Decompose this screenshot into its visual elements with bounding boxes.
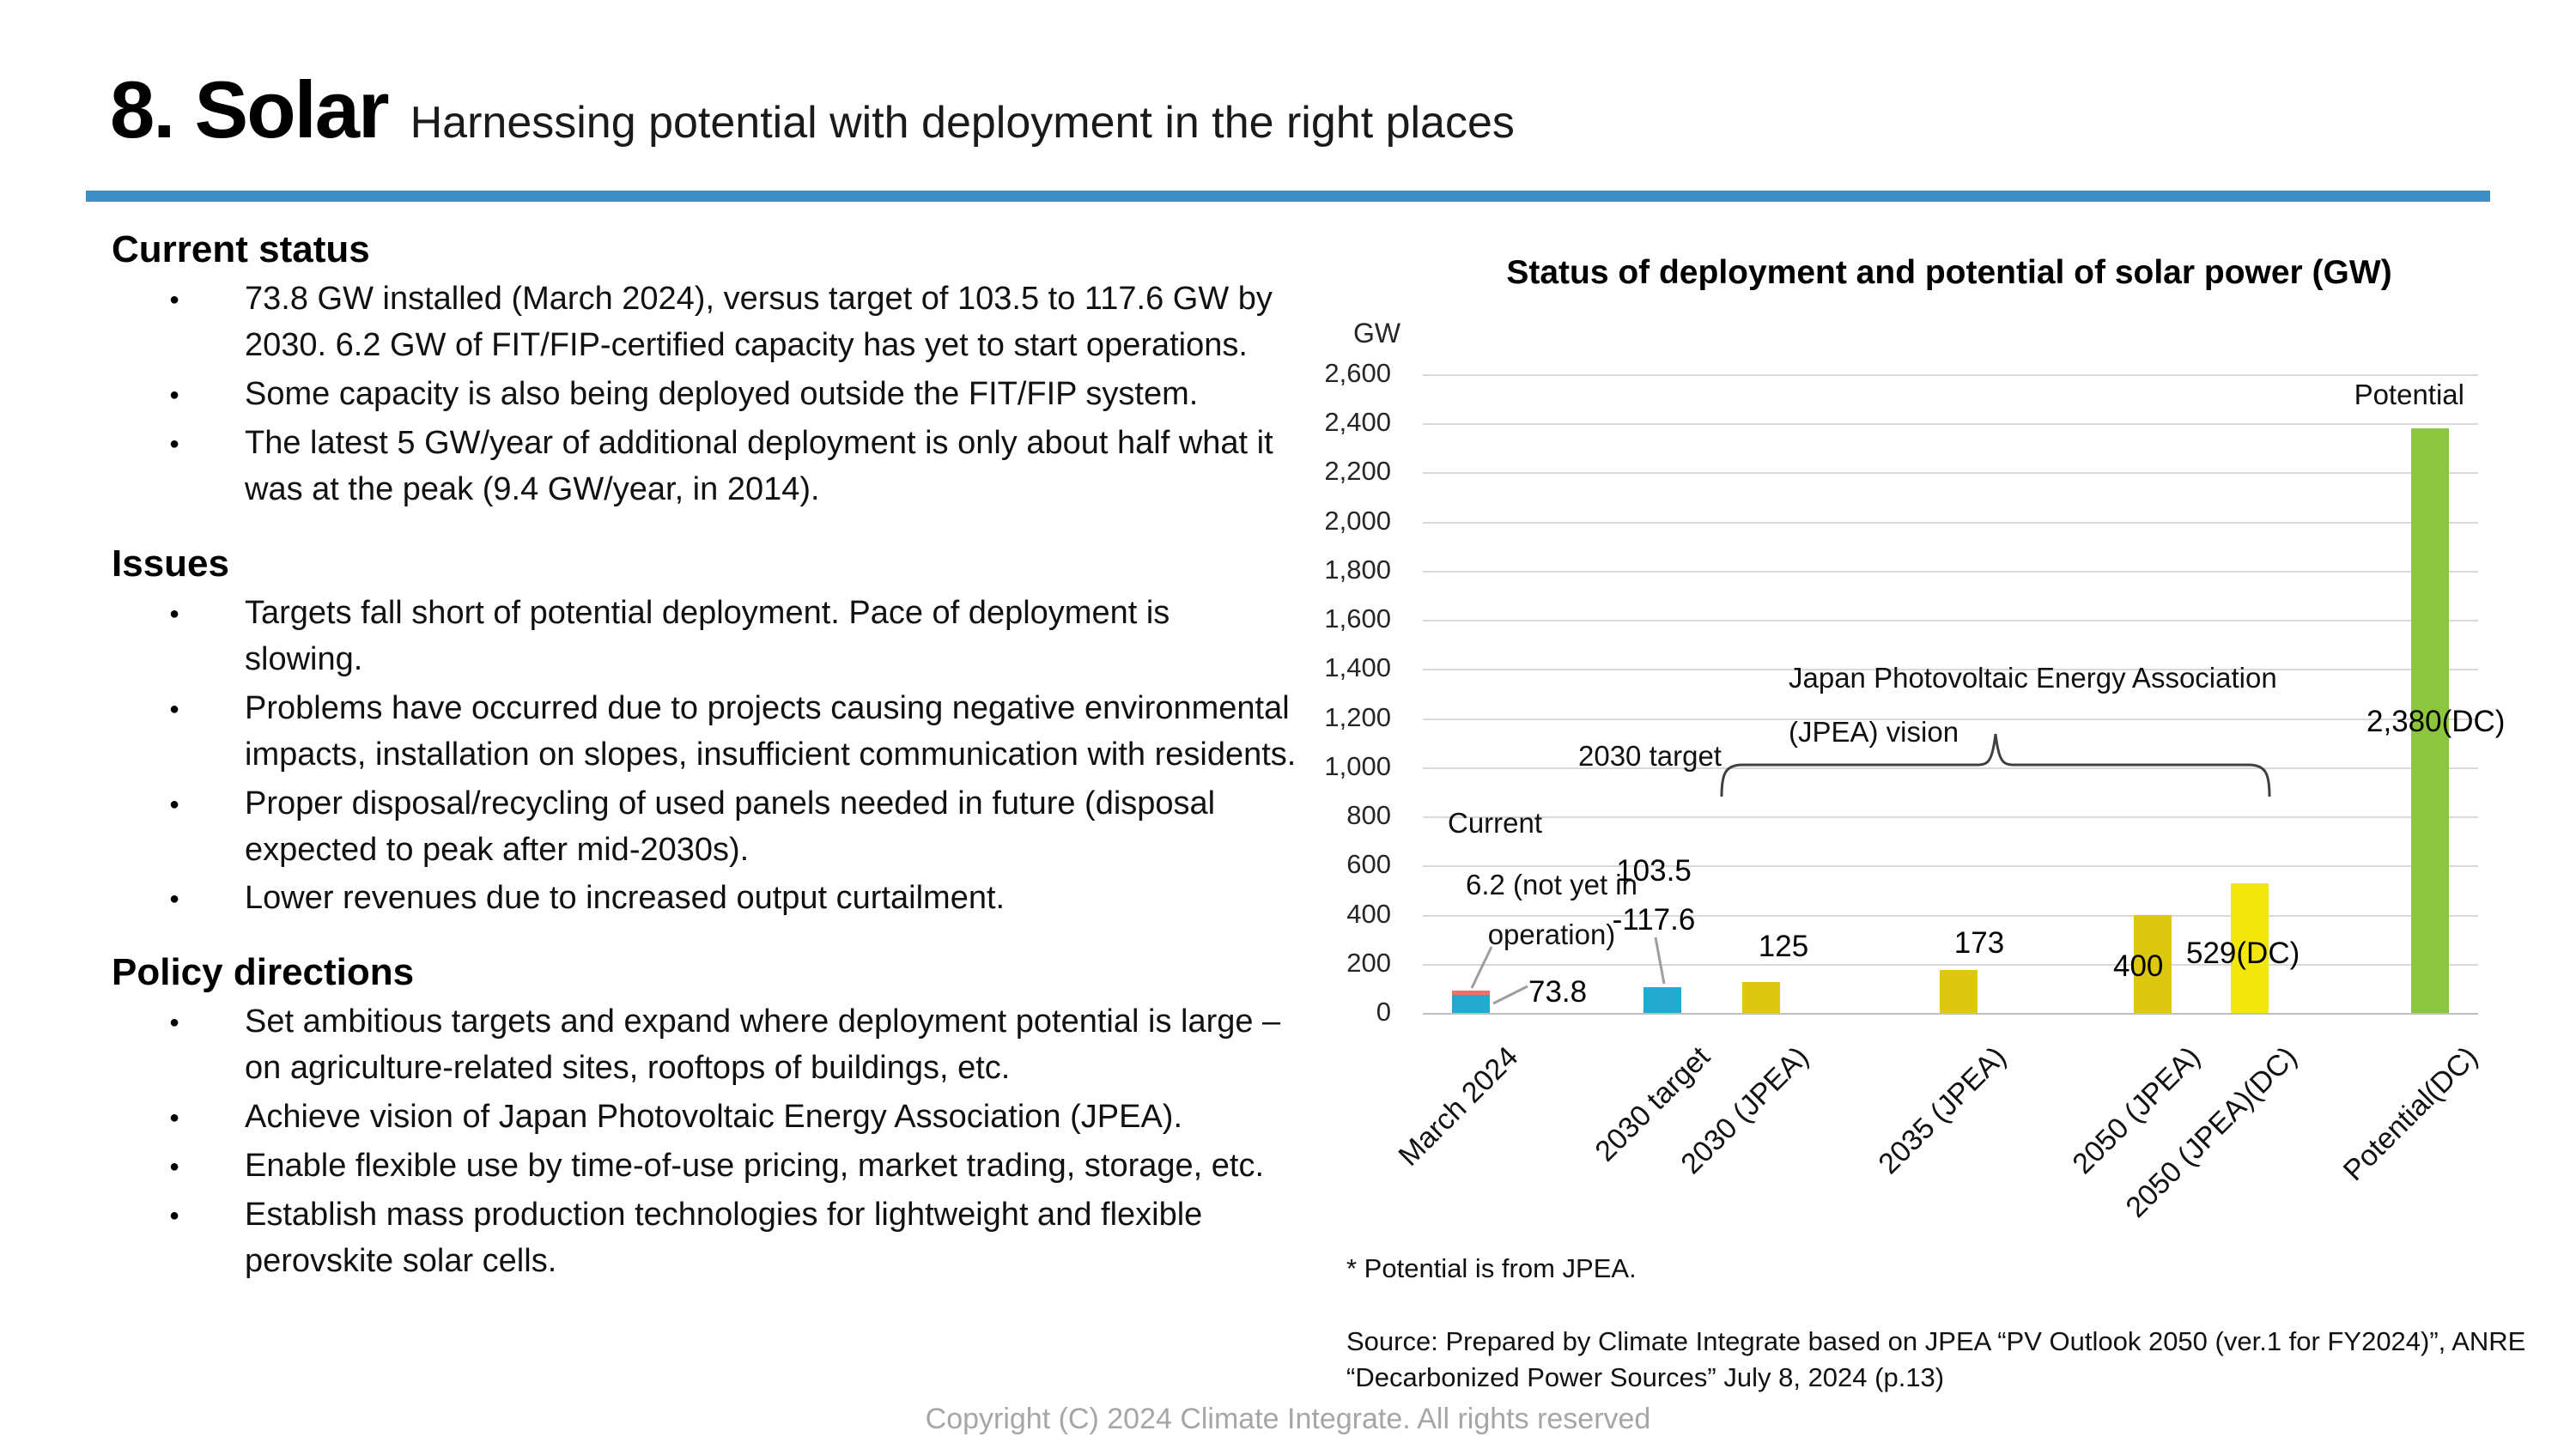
header-rule: [86, 191, 2490, 202]
annotation-not-yet-in-operation: 6.2 (not yet in operation): [1466, 869, 1637, 950]
text-section: Issues Targets fall short of potential de…: [112, 543, 1301, 923]
annotation-potential: Potential: [2354, 379, 2464, 410]
gridline-400: [1423, 915, 2478, 917]
bar-2030-jpea-: [1742, 982, 1780, 1013]
chart-title: Status of deployment and potential of so…: [1506, 254, 2392, 291]
leader-line-73-8: [1492, 985, 1528, 1005]
bullet-item: Problems have occurred due to projects c…: [169, 686, 1297, 779]
bullet-list: Set ambitious targets and expand where d…: [112, 999, 1301, 1285]
bullet-item: 73.8 GW installed (March 2024), versus t…: [169, 276, 1297, 369]
bullet-item: Lower revenues due to increased output c…: [169, 876, 1297, 922]
page-title: 8. Solar: [110, 64, 390, 155]
value-label-2030-target: 103.5 -117.6: [1612, 854, 1696, 937]
bar-overlay-not-yet-in-operation: [1452, 991, 1490, 995]
bullet-list: Targets fall short of potential deployme…: [112, 591, 1301, 923]
y-tick-1600: 1,600: [1324, 603, 1391, 634]
bar-2050-jpea-dc-: [2231, 883, 2269, 1013]
annotation-jpea-vision: Japan Photovoltaic Energy Association (J…: [1789, 662, 2277, 748]
x-axis-label-6: 2050 (JPEA)(DC): [2119, 1040, 2304, 1224]
y-tick-400: 400: [1346, 899, 1391, 929]
gridline-1800: [1423, 571, 2478, 573]
section-heading: Current status: [112, 228, 370, 270]
gridline-1600: [1423, 620, 2478, 621]
bar-march-2024: [1452, 995, 1490, 1013]
bar-2030-target: [1643, 987, 1681, 1013]
bullet-item: Targets fall short of potential deployme…: [169, 591, 1297, 683]
bullet-item: Set ambitious targets and expand where d…: [169, 999, 1297, 1092]
bullet-item: Enable flexible use by time-of-use prici…: [169, 1143, 1297, 1190]
gridline-200: [1423, 964, 2478, 966]
source-note: Source: Prepared by Climate Integrate ba…: [1346, 1326, 2526, 1392]
section-heading: Issues: [112, 542, 229, 585]
value-label-2050-jpea-dc: 529(DC): [2186, 937, 2300, 970]
y-tick-2000: 2,000: [1324, 506, 1391, 536]
value-label-2035-jpea: 173: [1953, 926, 2005, 960]
y-tick-1200: 1,200: [1324, 702, 1391, 732]
bar-2050-jpea-: [2134, 915, 2172, 1013]
gridline-1400: [1423, 669, 2478, 670]
bar-potential-dc-: [2411, 428, 2449, 1013]
chart-footnote: * Potential is from JPEA.: [1346, 1253, 1637, 1283]
y-axis-unit-label: GW: [1353, 318, 1401, 349]
gridline-2600: [1423, 374, 2478, 376]
gridline-0: [1423, 1013, 2478, 1015]
text-section: Current status 73.8 GW installed (March 2…: [112, 228, 1301, 513]
y-tick-1800: 1,800: [1324, 555, 1391, 585]
value-label-march-2024: 73.8: [1528, 975, 1588, 1009]
bullet-item: Establish mass production technologies f…: [169, 1192, 1297, 1285]
gridline-600: [1423, 865, 2478, 867]
y-tick-1000: 1,000: [1324, 751, 1391, 781]
slide-header: 8. Solar Harnessing potential with deplo…: [110, 64, 1515, 156]
annotation-current: Current: [1448, 807, 1543, 839]
value-label-2050-jpea: 400: [2113, 949, 2164, 983]
page-subtitle: Harnessing potential with deployment in …: [410, 98, 1515, 148]
text-section: Policy directions Set ambitious targets a…: [112, 951, 1301, 1285]
gridline-2400: [1423, 423, 2478, 425]
section-heading: Policy directions: [112, 951, 415, 994]
gridline-2000: [1423, 522, 2478, 524]
y-tick-2400: 2,400: [1324, 407, 1391, 437]
y-tick-800: 800: [1346, 800, 1391, 830]
gridline-2200: [1423, 472, 2478, 474]
bar-2035-jpea-: [1940, 970, 1978, 1013]
y-tick-0: 0: [1376, 997, 1391, 1027]
bullet-list: 73.8 GW installed (March 2024), versus t…: [112, 276, 1301, 513]
y-tick-2200: 2,200: [1324, 456, 1391, 486]
bullet-item: Some capacity is also being deployed out…: [169, 372, 1297, 418]
y-tick-2600: 2,600: [1324, 358, 1391, 388]
text-column: Current status 73.8 GW installed (March 2…: [112, 228, 1301, 1314]
bullet-item: Achieve vision of Japan Photovoltaic Ene…: [169, 1094, 1297, 1141]
gridline-1200: [1423, 718, 2478, 720]
bullet-item: The latest 5 GW/year of additional deplo…: [169, 421, 1297, 513]
value-label-2030-jpea: 125: [1758, 930, 1809, 963]
y-tick-200: 200: [1346, 948, 1391, 978]
x-axis-label-7: Potential(DC): [2336, 1040, 2484, 1188]
bullet-item: Proper disposal/recycling of used panels…: [169, 781, 1297, 874]
y-tick-1400: 1,400: [1324, 652, 1391, 682]
copyright-notice: Copyright (C) 2024 Climate Integrate. Al…: [925, 1403, 1651, 1435]
y-tick-600: 600: [1346, 849, 1391, 879]
annotation-2030-target: 2030 target: [1578, 740, 1722, 772]
x-axis-label-4: 2035 (JPEA): [1872, 1040, 2013, 1181]
value-label-potential-dc: 2,380(DC): [2366, 705, 2506, 738]
gridline-800: [1423, 816, 2478, 818]
x-axis-label-1: March 2024: [1393, 1040, 1525, 1173]
